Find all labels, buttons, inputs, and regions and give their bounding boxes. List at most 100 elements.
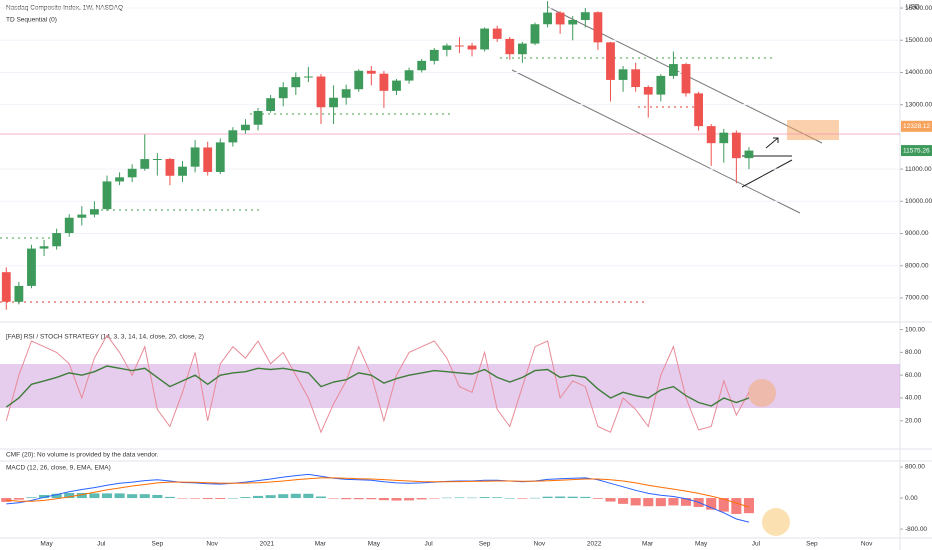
candle-body — [392, 80, 401, 91]
candle-body — [102, 181, 112, 210]
histogram-bar — [190, 498, 201, 499]
candle-body — [404, 70, 414, 81]
target-zone — [787, 120, 839, 140]
indicator-line — [5, 334, 750, 434]
candle-body — [543, 12, 552, 25]
histogram-bar — [26, 497, 37, 499]
candle-body — [64, 217, 74, 234]
indicator-line — [5, 365, 750, 408]
candle-body — [744, 150, 754, 159]
histogram-bar — [139, 494, 150, 499]
candle-body — [606, 42, 615, 80]
histogram-bar — [592, 498, 603, 499]
y-tick-label: 800.00 — [905, 464, 925, 471]
histogram-bar — [76, 493, 87, 499]
candle-body — [455, 45, 464, 47]
price-tag — [901, 145, 932, 157]
histogram-bar — [731, 498, 742, 514]
histogram-bar — [51, 493, 62, 499]
histogram-bar — [466, 497, 478, 499]
histogram-bar — [718, 498, 729, 512]
candle-body — [39, 246, 49, 249]
histogram-bar — [353, 498, 364, 500]
candle-body — [241, 124, 250, 131]
x-tick-label: 2021 — [260, 541, 275, 548]
histogram-bar — [391, 498, 402, 501]
histogram-bar — [127, 494, 138, 499]
candle-body — [90, 209, 99, 215]
indicator-title: MACD (12, 26, close, 9, EMA, EMA) — [6, 465, 111, 472]
candle-body — [467, 45, 477, 50]
candle-body — [165, 159, 175, 176]
candle-body — [266, 98, 276, 111]
highlight-circle — [748, 379, 776, 407]
histogram-bar — [39, 494, 50, 499]
x-tick-label: Nov — [206, 541, 218, 548]
candle-body — [719, 132, 729, 144]
candle-body — [341, 89, 351, 98]
candle-body — [354, 70, 364, 90]
highlight-circle — [762, 508, 790, 536]
histogram-bar — [303, 493, 314, 499]
x-tick-label: May — [695, 541, 708, 548]
y-tick-label: -800.00 — [905, 526, 927, 533]
x-tick-label: May — [368, 541, 381, 548]
histogram-bar — [655, 498, 666, 507]
histogram-bar — [152, 494, 163, 499]
histogram-bar — [618, 498, 629, 504]
candle-body — [631, 69, 641, 88]
histogram-bar — [278, 494, 289, 499]
histogram-bar — [416, 498, 427, 500]
y-tick-label: 16000.00 — [905, 5, 932, 12]
candle-body — [278, 87, 288, 99]
candle-body — [366, 70, 376, 74]
candle-body — [140, 159, 150, 169]
price-tag — [901, 120, 932, 132]
histogram-bar — [378, 498, 389, 501]
candle-body — [291, 77, 301, 88]
histogram-bar — [227, 498, 238, 499]
histogram-bar — [706, 498, 717, 510]
candle-body — [694, 93, 704, 127]
candle-body — [379, 73, 389, 91]
histogram-bar — [567, 496, 578, 499]
y-tick-label: 80.00 — [905, 349, 922, 356]
y-tick-label: 15000.00 — [905, 37, 932, 44]
histogram-bar — [555, 496, 566, 499]
histogram-bar — [265, 495, 276, 499]
histogram-bar — [315, 496, 327, 499]
histogram-bar — [643, 498, 654, 507]
y-tick-label: 11000.00 — [905, 166, 932, 173]
histogram-bar — [492, 497, 503, 499]
channel-line — [511, 69, 801, 214]
candle-body — [228, 130, 238, 143]
indicator-line — [6, 477, 750, 508]
histogram-bar — [240, 497, 251, 499]
histogram-bar — [743, 498, 754, 514]
candle-body — [152, 159, 162, 161]
candle-body — [517, 43, 527, 55]
histogram-bar — [605, 498, 616, 502]
candle-body — [618, 69, 628, 80]
histogram-bar — [215, 498, 226, 500]
candle-body — [417, 60, 427, 71]
candle-body — [580, 12, 590, 20]
y-tick-label: 60.00 — [905, 372, 922, 379]
price-tag-label: 11575.26 — [903, 147, 930, 154]
histogram-bar — [441, 497, 452, 499]
triangle-line — [741, 159, 793, 188]
candle-body — [190, 147, 200, 167]
histogram-bar — [114, 493, 125, 499]
candle-body — [480, 28, 490, 50]
x-tick-label: Sep — [806, 541, 818, 548]
x-tick-label: May — [40, 541, 53, 548]
histogram-bar — [529, 497, 540, 499]
histogram-bar — [404, 498, 415, 501]
candle-body — [555, 12, 565, 25]
histogram-bar — [101, 493, 113, 499]
y-tick-label: 14000.00 — [905, 69, 932, 76]
candle-body — [115, 177, 124, 182]
candle-body — [656, 75, 666, 95]
histogram-bar — [429, 498, 440, 499]
